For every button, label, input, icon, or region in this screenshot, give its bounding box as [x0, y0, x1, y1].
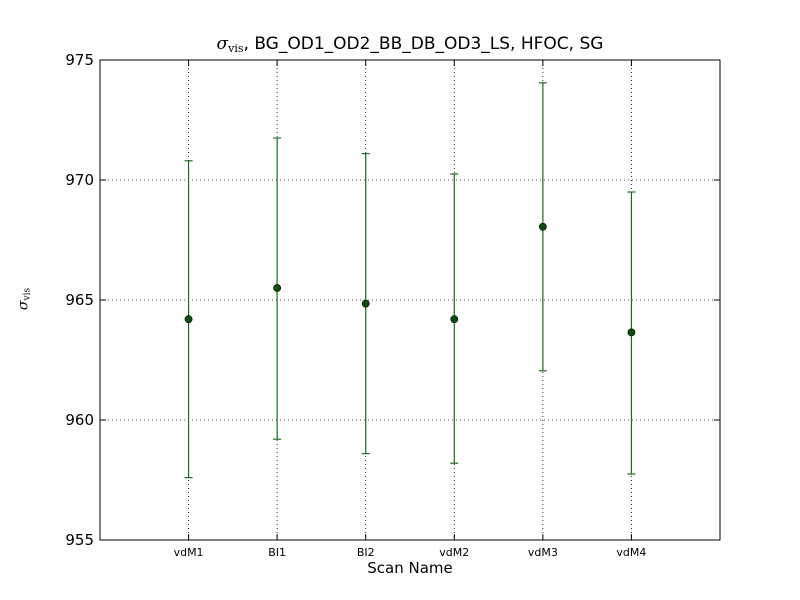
- chart-title: σvis, BG_OD1_OD2_BB_DB_OD3_LS, HFOC, SG: [100, 34, 720, 55]
- ticks-layer: 955 960 965 970 975 vdM1 BI1 BI2 vdM2 vdM3 vdM4: [65, 51, 720, 559]
- x-tick-label: BI2: [357, 546, 375, 559]
- data-point: [450, 315, 459, 324]
- data-point: [273, 284, 282, 292]
- grid-layer: [100, 59, 720, 541]
- y-tick-label: 955: [65, 531, 94, 549]
- title-symbol: σ: [216, 34, 229, 54]
- x-tick-label: vdM3: [528, 546, 558, 559]
- ylabel-subscript: vis: [22, 287, 33, 301]
- x-axis-label: Scan Name: [367, 559, 453, 577]
- title-subscript: vis: [228, 42, 244, 55]
- error-bars-layer: [184, 82, 636, 479]
- data-point: [627, 328, 636, 337]
- y-tick-label: 960: [65, 411, 94, 429]
- data-point: [184, 315, 193, 324]
- x-tick-label: vdM4: [616, 546, 646, 559]
- y-tick-label: 970: [65, 171, 94, 189]
- points-layer: [184, 222, 636, 337]
- y-axis-label: σvis: [16, 288, 33, 310]
- title-text: , BG_OD1_OD2_BB_DB_OD3_LS, HFOC, SG: [243, 34, 604, 54]
- x-tick-label: vdM1: [174, 546, 204, 559]
- x-tick-label: BI1: [268, 546, 286, 559]
- x-tick-label: vdM2: [439, 546, 469, 559]
- ylabel-symbol: σ: [15, 300, 32, 311]
- data-point: [538, 222, 547, 231]
- y-tick-label: 975: [65, 51, 94, 69]
- y-tick-label: 965: [65, 291, 94, 309]
- data-point: [361, 299, 370, 308]
